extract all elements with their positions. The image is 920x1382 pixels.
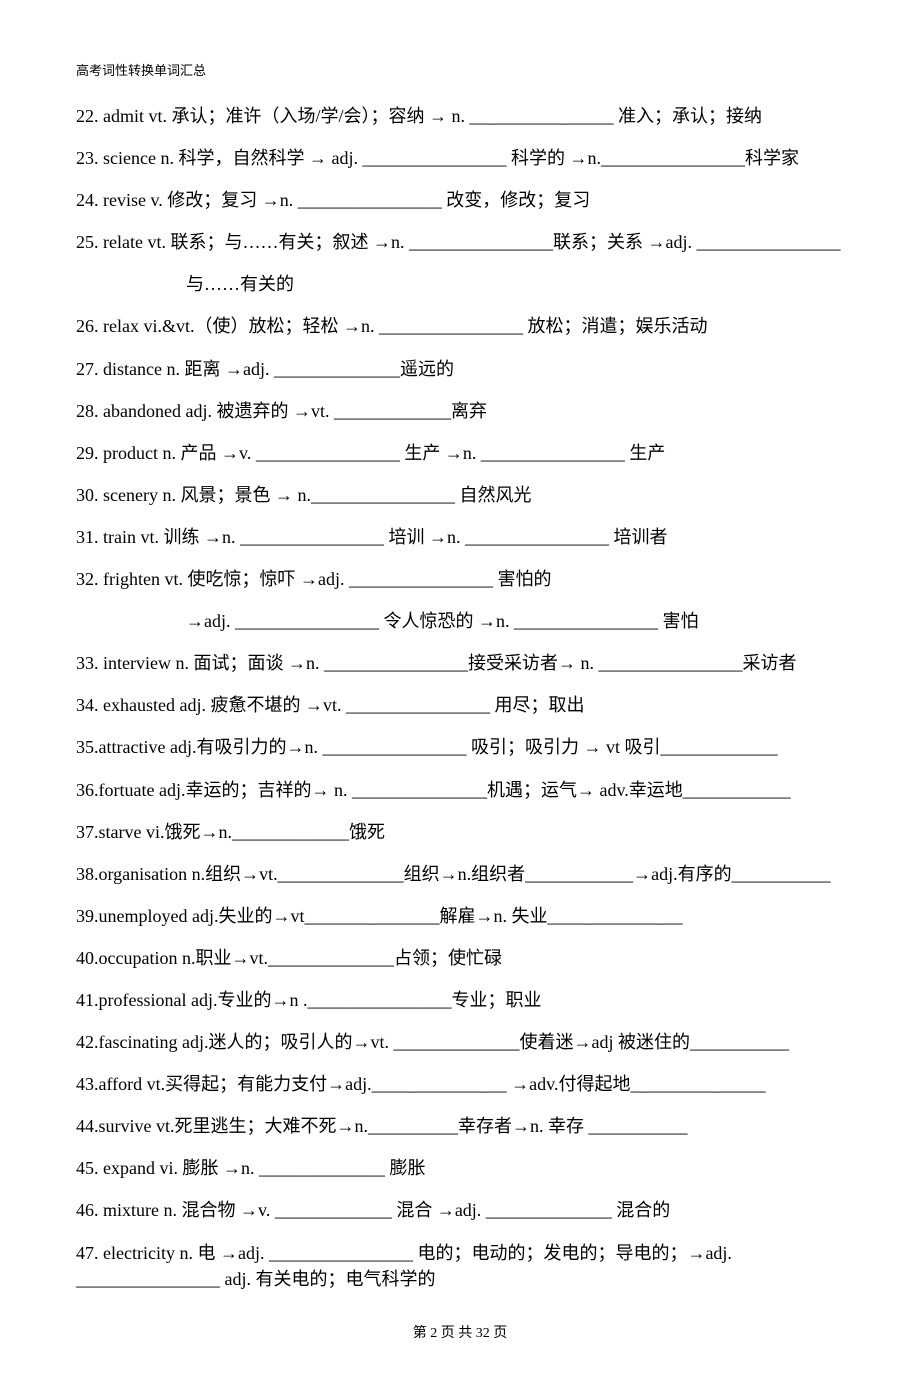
- exercise-item: 39.unemployed adj.失业的→vt_______________解…: [76, 903, 844, 929]
- exercise-item: 41.professional adj.专业的→n ._____________…: [76, 987, 844, 1013]
- items-container: 22. admit vt. 承认；准许（入场/学/会）；容纳 → n. ____…: [76, 103, 844, 1292]
- exercise-item: 29. product n. 产品 →v. ________________ 生…: [76, 440, 844, 466]
- exercise-item: 22. admit vt. 承认；准许（入场/学/会）；容纳 → n. ____…: [76, 103, 844, 129]
- page-header: 高考词性转换单词汇总: [76, 60, 844, 79]
- exercise-item: 25. relate vt. 联系；与……有关；叙述 →n. _________…: [76, 229, 844, 255]
- exercise-item: 43.afford vt.买得起；有能力支付→adj._____________…: [76, 1071, 844, 1097]
- exercise-item: 24. revise v. 修改；复习 →n. ________________…: [76, 187, 844, 213]
- exercise-item: 44.survive vt.死里逃生；大难不死→n.__________幸存者→…: [76, 1113, 844, 1139]
- page-footer: 第 2 页 共 32 页: [76, 1322, 844, 1342]
- exercise-item: →adj. ________________ 令人惊恐的 →n. _______…: [76, 608, 844, 634]
- exercise-item: 36.fortuate adj.幸运的；吉祥的→ n. ____________…: [76, 777, 844, 803]
- exercise-item: 35.attractive adj.有吸引力的→n. _____________…: [76, 734, 844, 760]
- exercise-item: 33. interview n. 面试；面谈 →n. _____________…: [76, 650, 844, 676]
- exercise-item: 34. exhausted adj. 疲惫不堪的 →vt. __________…: [76, 692, 844, 718]
- exercise-item: 47. electricity n. 电 →adj. _____________…: [76, 1240, 844, 1292]
- exercise-item: 32. frighten vt. 使吃惊；惊吓 →adj. __________…: [76, 566, 844, 592]
- exercise-item: 26. relax vi.&vt.（使）放松；轻松 →n. __________…: [76, 313, 844, 339]
- exercise-item: 28. abandoned adj. 被遗弃的 →vt. ___________…: [76, 398, 844, 424]
- exercise-item: 42.fascinating adj.迷人的；吸引人的→vt. ________…: [76, 1029, 844, 1055]
- exercise-item: 40.occupation n.职业→vt.______________占领；使…: [76, 945, 844, 971]
- exercise-item: 46. mixture n. 混合物 →v. _____________ 混合 …: [76, 1197, 844, 1223]
- exercise-item: 45. expand vi. 膨胀 →n. ______________ 膨胀: [76, 1155, 844, 1181]
- exercise-item: 37.starve vi.饿死→n._____________饿死: [76, 819, 844, 845]
- exercise-item: 38.organisation n.组织→vt.______________组织…: [76, 861, 844, 887]
- exercise-item: 31. train vt. 训练 →n. ________________ 培训…: [76, 524, 844, 550]
- exercise-item: 30. scenery n. 风景；景色 → n._______________…: [76, 482, 844, 508]
- document-page: 高考词性转换单词汇总 22. admit vt. 承认；准许（入场/学/会）；容…: [0, 0, 920, 1382]
- exercise-item: 27. distance n. 距离 →adj. ______________遥…: [76, 356, 844, 382]
- exercise-item: 与……有关的: [76, 271, 844, 297]
- exercise-item: 23. science n. 科学，自然科学 → adj. __________…: [76, 145, 844, 171]
